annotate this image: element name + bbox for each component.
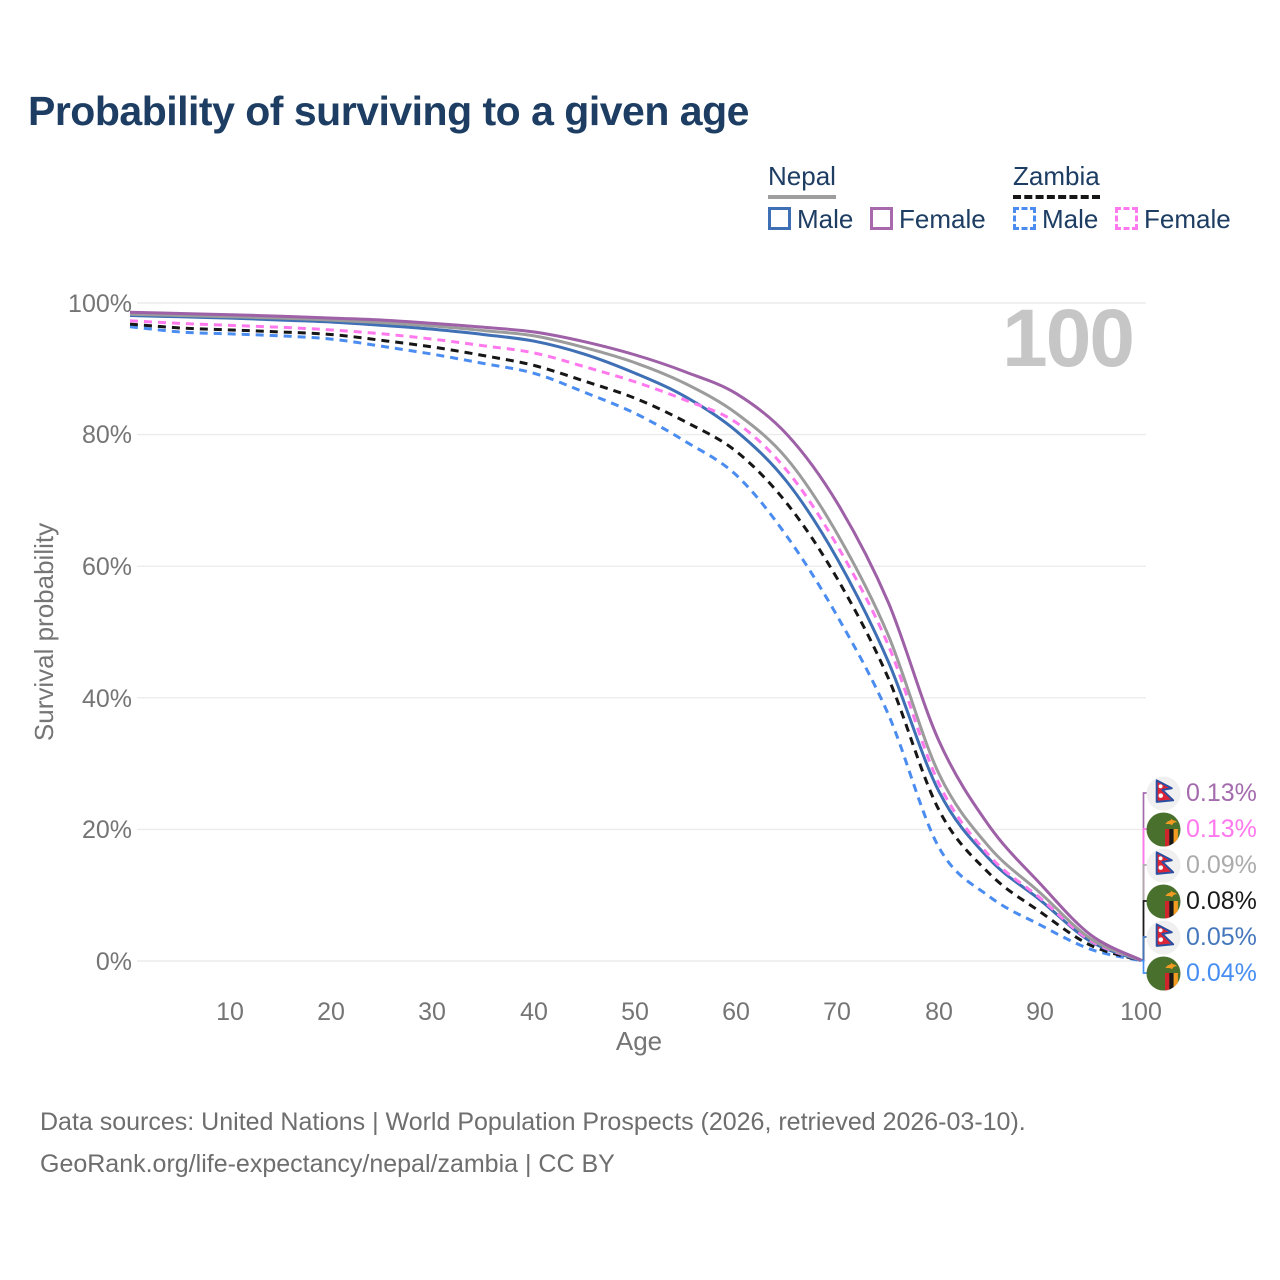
series-line-nepal-both[interactable]	[129, 312, 1142, 962]
end-value: 0.04%	[1186, 958, 1257, 987]
x-tick-40: 40	[520, 998, 548, 1026]
end-value: 0.13%	[1186, 778, 1257, 807]
nepal-flag-icon	[1146, 776, 1181, 811]
end-label-nepal-male: 0.05%	[1146, 919, 1257, 955]
legend-label-nepal-male[interactable]: Male	[797, 204, 854, 234]
y-tick-40: 40%	[81, 685, 132, 713]
zambia-flag-icon	[1146, 812, 1181, 847]
age-watermark: 100	[1002, 293, 1135, 384]
series-line-zambia-male[interactable]	[129, 325, 1142, 963]
x-tick-50: 50	[621, 998, 649, 1026]
legend-label-zambia-male[interactable]: Male	[1042, 204, 1099, 234]
end-label-nepal-female: 0.13%	[1146, 775, 1257, 811]
zambia-flag-icon	[1146, 884, 1181, 919]
end-label-nepal-total: 0.09%	[1146, 847, 1257, 883]
x-tick-10: 10	[216, 998, 244, 1026]
end-label-zambia-total: 0.08%	[1146, 883, 1257, 919]
end-label-zambia-female: 0.13%	[1146, 811, 1257, 847]
y-axis-label: Survival probability	[29, 522, 59, 742]
end-label-zambia-male: 0.04%	[1146, 955, 1257, 991]
zambia-flag-icon	[1146, 956, 1181, 991]
attribution-note: GeoRank.org/life-expectancy/nepal/zambia…	[40, 1150, 615, 1178]
legend-group-nepal-label[interactable]: Nepal	[768, 161, 836, 199]
legend-swatch-zambia-male[interactable]	[1013, 207, 1036, 230]
series-line-nepal-male[interactable]	[129, 314, 1142, 963]
nepal-flag-icon	[1146, 920, 1181, 955]
y-tick-100: 100%	[68, 290, 132, 318]
series-line-nepal-female[interactable]	[129, 310, 1142, 962]
x-tick-100: 100	[1120, 998, 1162, 1026]
legend-swatch-nepal-male[interactable]	[768, 207, 791, 230]
y-tick-0: 0%	[95, 948, 132, 976]
end-value: 0.05%	[1186, 922, 1257, 951]
end-value: 0.13%	[1186, 814, 1257, 843]
y-tick-60: 60%	[81, 553, 132, 581]
x-tick-80: 80	[925, 998, 953, 1026]
legend-group-zambia-label[interactable]: Zambia	[1013, 161, 1100, 199]
data-sources-note: Data sources: United Nations | World Pop…	[40, 1108, 1026, 1136]
series-line-zambia-both[interactable]	[129, 322, 1142, 962]
legend-swatch-nepal-female[interactable]	[870, 207, 893, 230]
nepal-flag-icon	[1146, 848, 1181, 883]
page-title: Probability of surviving to a given age	[28, 88, 749, 134]
x-tick-90: 90	[1026, 998, 1054, 1026]
legend-swatch-zambia-female[interactable]	[1115, 207, 1138, 230]
x-tick-70: 70	[823, 998, 851, 1026]
x-axis-label: Age	[615, 1026, 663, 1056]
legend-label-nepal-female[interactable]: Female	[899, 204, 986, 234]
y-tick-80: 80%	[81, 421, 132, 449]
series-line-zambia-female[interactable]	[129, 319, 1142, 962]
end-value: 0.09%	[1186, 850, 1257, 879]
end-value: 0.08%	[1186, 886, 1257, 915]
x-tick-20: 20	[317, 998, 345, 1026]
x-tick-60: 60	[722, 998, 750, 1026]
x-tick-30: 30	[418, 998, 446, 1026]
y-tick-20: 20%	[81, 816, 132, 844]
legend-label-zambia-female[interactable]: Female	[1144, 204, 1231, 234]
